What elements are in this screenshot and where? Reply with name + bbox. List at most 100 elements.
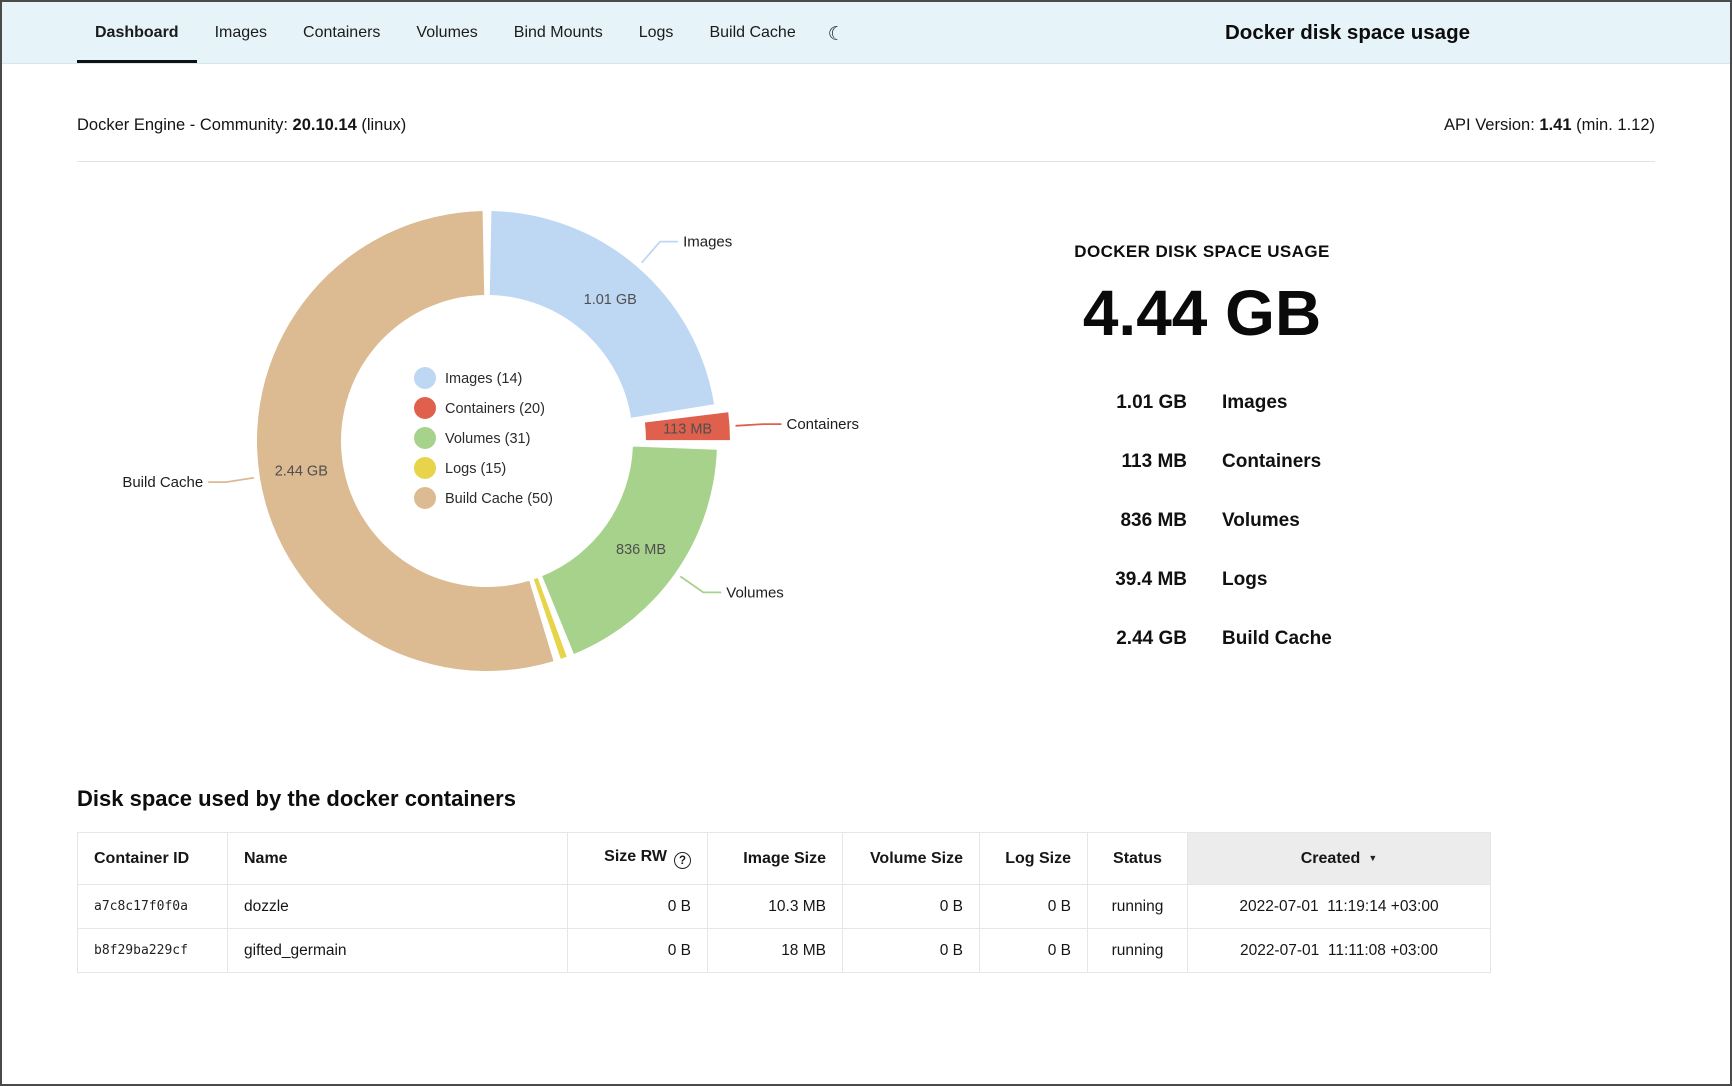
table-row[interactable]: a7c8c17f0f0a dozzle 0 B 10.3 MB 0 B 0 B … bbox=[78, 885, 1491, 929]
callout-line-containers bbox=[736, 424, 782, 426]
legend-label-volumes: Volumes (31) bbox=[445, 431, 530, 447]
summary-row-build-cache: 2.44 GB Build Cache bbox=[987, 626, 1417, 651]
slice-size-label-build_cache: 2.44 GB bbox=[275, 463, 328, 479]
api-label: API Version: bbox=[1444, 116, 1535, 134]
containers-table: Container ID Name Size RW? Image Size Vo… bbox=[77, 832, 1491, 973]
summary-size: 2.44 GB bbox=[1002, 626, 1187, 651]
summary-label: Containers bbox=[1222, 449, 1402, 474]
col-header-volume-size[interactable]: Volume Size bbox=[843, 833, 980, 885]
summary-label: Logs bbox=[1222, 567, 1402, 592]
usage-section: 1.01 GB Images 113 MB Containers 836 MB Volum… bbox=[77, 196, 1655, 716]
cell-container-id: a7c8c17f0f0a bbox=[78, 885, 228, 929]
donut-segment-images[interactable] bbox=[490, 211, 714, 418]
legend-dot-volumes bbox=[414, 427, 436, 449]
summary-rows: 1.01 GB Images 113 MB Containers 836 MB … bbox=[987, 390, 1417, 651]
tab-bind-mounts[interactable]: Bind Mounts bbox=[496, 2, 621, 63]
api-info: API Version: 1.41 (min. 1.12) bbox=[1444, 116, 1655, 135]
summary-size: 113 MB bbox=[1002, 449, 1187, 474]
app-window: Dashboard Images Containers Volumes Bind… bbox=[0, 0, 1732, 1086]
col-header-container-id[interactable]: Container ID bbox=[78, 833, 228, 885]
summary-label: Volumes bbox=[1222, 508, 1402, 533]
col-header-created[interactable]: Created ▼ bbox=[1188, 833, 1491, 885]
summary-label: Build Cache bbox=[1222, 626, 1402, 651]
legend-label-images: Images (14) bbox=[445, 371, 522, 387]
col-header-log-size[interactable]: Log Size bbox=[980, 833, 1088, 885]
legend-dot-containers bbox=[414, 397, 436, 419]
cell-image-size: 10.3 MB bbox=[708, 885, 843, 929]
info-bar: Docker Engine - Community: 20.10.14 (lin… bbox=[77, 116, 1655, 135]
cell-log-size: 0 B bbox=[980, 885, 1088, 929]
callout-label-build_cache: Build Cache bbox=[122, 474, 203, 491]
summary-heading: DOCKER DISK SPACE USAGE bbox=[987, 242, 1417, 262]
dark-mode-toggle[interactable]: ☾ bbox=[814, 2, 861, 63]
cell-volume-size: 0 B bbox=[843, 929, 980, 973]
cell-container-id: b8f29ba229cf bbox=[78, 929, 228, 973]
donut-chart-container: 1.01 GB Images 113 MB Containers 836 MB Volum… bbox=[77, 196, 977, 716]
callout-label-volumes: Volumes bbox=[726, 584, 784, 601]
table-row[interactable]: b8f29ba229cf gifted_germain 0 B 18 MB 0 … bbox=[78, 929, 1491, 973]
slice-size-label-containers: 113 MB bbox=[663, 422, 712, 438]
legend-label-logs: Logs (15) bbox=[445, 461, 506, 477]
cell-size-rw: 0 B bbox=[568, 885, 708, 929]
tab-containers[interactable]: Containers bbox=[285, 2, 398, 63]
cell-size-rw: 0 B bbox=[568, 929, 708, 973]
tab-images[interactable]: Images bbox=[197, 2, 285, 63]
top-nav-bar: Dashboard Images Containers Volumes Bind… bbox=[2, 2, 1730, 64]
legend-label-containers: Containers (20) bbox=[445, 401, 545, 417]
page-title: Docker disk space usage bbox=[1225, 2, 1730, 63]
engine-label: Docker Engine - Community: bbox=[77, 116, 288, 134]
summary-size: 39.4 MB bbox=[1002, 567, 1187, 592]
cell-status: running bbox=[1088, 885, 1188, 929]
slice-size-label-images: 1.01 GB bbox=[584, 292, 637, 308]
cell-created: 2022-07-01 11:11:08 +03:00 bbox=[1188, 929, 1491, 973]
engine-suffix: (linux) bbox=[361, 116, 406, 134]
nav-tabs: Dashboard Images Containers Volumes Bind… bbox=[77, 2, 814, 63]
summary-row-logs: 39.4 MB Logs bbox=[987, 567, 1417, 592]
cell-created: 2022-07-01 11:19:14 +03:00 bbox=[1188, 885, 1491, 929]
engine-version: 20.10.14 bbox=[293, 116, 357, 134]
tab-build-cache[interactable]: Build Cache bbox=[691, 2, 813, 63]
summary-row-volumes: 836 MB Volumes bbox=[987, 508, 1417, 533]
cell-image-size: 18 MB bbox=[708, 929, 843, 973]
tab-label: Dashboard bbox=[95, 24, 179, 42]
divider bbox=[77, 161, 1655, 162]
col-header-label: Size RW bbox=[604, 848, 667, 865]
tab-label: Logs bbox=[639, 24, 674, 42]
cell-volume-size: 0 B bbox=[843, 885, 980, 929]
legend-dot-build_cache bbox=[414, 487, 436, 509]
help-icon[interactable]: ? bbox=[674, 852, 691, 869]
legend-dot-logs bbox=[414, 457, 436, 479]
col-header-size-rw[interactable]: Size RW? bbox=[568, 833, 708, 885]
callout-label-containers: Containers bbox=[786, 416, 859, 433]
api-version: 1.41 bbox=[1539, 116, 1571, 134]
disk-usage-donut-chart[interactable]: 1.01 GB Images 113 MB Containers 836 MB Volum… bbox=[77, 196, 977, 711]
api-suffix: (min. 1.12) bbox=[1576, 116, 1655, 134]
tab-label: Containers bbox=[303, 24, 380, 42]
moon-icon: ☾ bbox=[828, 23, 845, 46]
summary-label: Images bbox=[1222, 390, 1402, 415]
col-header-name[interactable]: Name bbox=[228, 833, 568, 885]
legend-dot-images bbox=[414, 367, 436, 389]
summary-row-images: 1.01 GB Images bbox=[987, 390, 1417, 415]
tab-label: Images bbox=[215, 24, 267, 42]
tab-dashboard[interactable]: Dashboard bbox=[77, 2, 197, 63]
callout-label-images: Images bbox=[683, 234, 732, 251]
callout-line-volumes bbox=[680, 576, 721, 592]
callout-line-build_cache bbox=[208, 478, 254, 482]
slice-size-label-volumes: 836 MB bbox=[616, 542, 666, 558]
tab-logs[interactable]: Logs bbox=[621, 2, 692, 63]
total-disk-usage: 4.44 GB bbox=[987, 276, 1417, 350]
callout-line-images bbox=[642, 242, 678, 263]
table-header-row: Container ID Name Size RW? Image Size Vo… bbox=[78, 833, 1491, 885]
summary-size: 1.01 GB bbox=[1002, 390, 1187, 415]
col-header-status[interactable]: Status bbox=[1088, 833, 1188, 885]
tab-volumes[interactable]: Volumes bbox=[398, 2, 495, 63]
tab-label: Bind Mounts bbox=[514, 24, 603, 42]
cell-log-size: 0 B bbox=[980, 929, 1088, 973]
col-header-label: Created bbox=[1301, 850, 1361, 867]
col-header-image-size[interactable]: Image Size bbox=[708, 833, 843, 885]
tab-label: Volumes bbox=[416, 24, 477, 42]
usage-summary-panel: DOCKER DISK SPACE USAGE 4.44 GB 1.01 GB … bbox=[987, 196, 1417, 716]
sort-desc-icon: ▼ bbox=[1368, 853, 1377, 863]
main-content: Docker Engine - Community: 20.10.14 (lin… bbox=[2, 116, 1730, 973]
